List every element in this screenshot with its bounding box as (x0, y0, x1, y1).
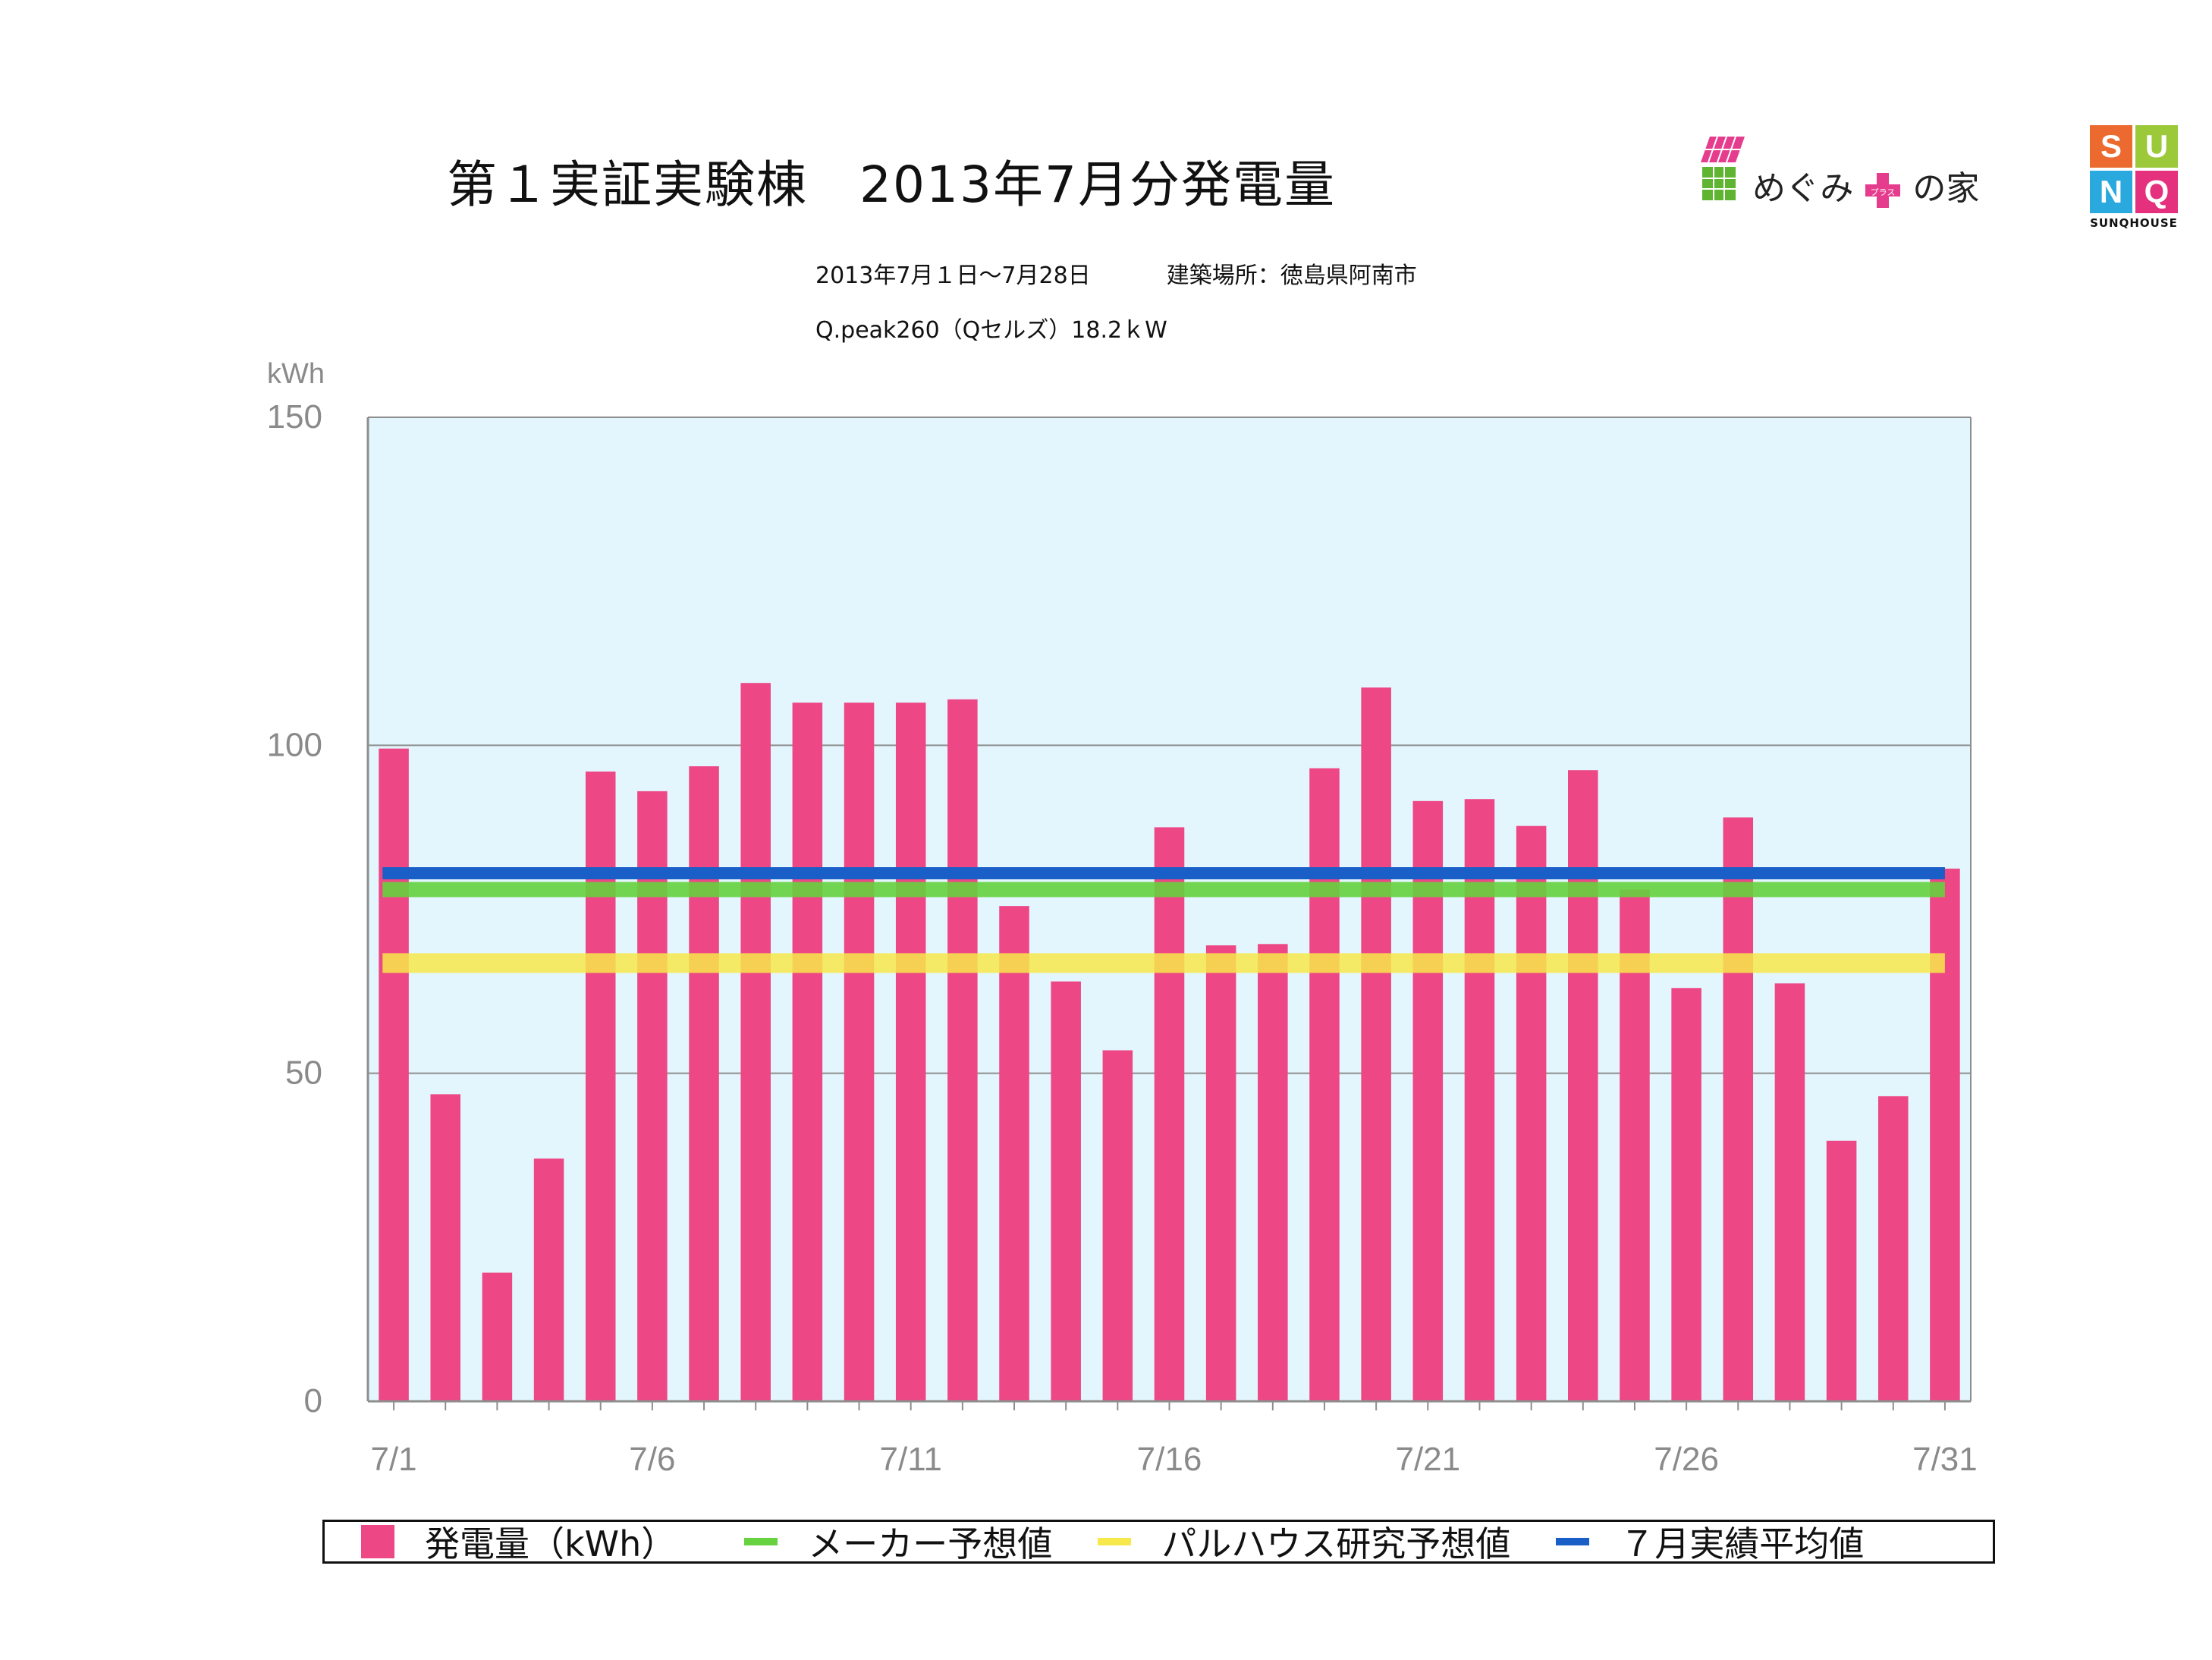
sunq-house-logo: S U N Q SUNQHOUSE (2090, 125, 2178, 230)
x-tick-label-7/1: 7/1 (370, 1441, 416, 1478)
bar-7/20 (1361, 687, 1391, 1401)
legend-swatch-average (1556, 1538, 1590, 1545)
bar-7/28 (1774, 983, 1805, 1401)
y-tick-label-0: 0 (304, 1382, 322, 1419)
bar-7/1 (379, 748, 409, 1401)
subtitle-panel: Q.peak260（Qセルズ）18.2ｋW (815, 317, 1167, 344)
legend-item-palhouse: パルハウス研究予想値 (1098, 1517, 1510, 1567)
bar-7/22 (1464, 799, 1495, 1401)
bar-7/23 (1516, 825, 1547, 1401)
bar-7/5 (585, 771, 616, 1401)
x-tick-label-7/6: 7/6 (629, 1441, 675, 1478)
megumi-plus-logo: めぐみ プラス の家 (1699, 135, 2041, 211)
chart-legend: 発電量（kWh） メーカー予想値 パルハウス研究予想値 ７月実績平均値 (322, 1520, 1995, 1564)
bar-7/25 (1620, 889, 1650, 1401)
bar-7/21 (1412, 800, 1444, 1401)
legend-item-maker: メーカー予想値 (744, 1517, 1052, 1567)
bar-7/31 (1930, 868, 1960, 1401)
legend-item-generation: 発電量（kWh） (361, 1517, 676, 1567)
y-tick-label-150: 150 (267, 398, 322, 435)
x-tick-label-7/31: 7/31 (1912, 1441, 1978, 1478)
bar-7/17 (1205, 945, 1236, 1401)
bar-7/9 (792, 703, 823, 1401)
legend-label-maker: メーカー予想値 (808, 1523, 1053, 1564)
subtitle-period: 2013年7月１日〜7月28日 (815, 263, 1091, 289)
subtitle-location: 建築場所：徳島県阿南市 (1166, 263, 1417, 289)
bar-7/10 (844, 703, 875, 1401)
sunq-letter-u: U (2135, 125, 2178, 168)
bar-7/15 (1102, 1050, 1133, 1401)
x-tick-label-7/11: 7/11 (880, 1441, 942, 1478)
bar-7/13 (999, 906, 1029, 1401)
bar-7/4 (533, 1159, 564, 1401)
bar-7/30 (1877, 1096, 1909, 1401)
bar-7/16 (1154, 827, 1185, 1401)
x-tick-label-7/26: 7/26 (1654, 1441, 1719, 1478)
bar-7/27 (1723, 817, 1754, 1401)
legend-label-palhouse: パルハウス研究予想値 (1161, 1523, 1511, 1564)
legend-swatch-palhouse (1098, 1538, 1132, 1545)
bar-7/24 (1568, 770, 1598, 1401)
bar-7/29 (1826, 1140, 1857, 1401)
bar-7/2 (430, 1094, 461, 1401)
legend-swatch-generation (361, 1525, 394, 1558)
legend-label-generation: 発電量（kWh） (425, 1523, 677, 1564)
sunq-brand-text: SUNQHOUSE (2090, 216, 2178, 230)
bar-7/3 (482, 1272, 513, 1401)
solar-house-icon (1701, 136, 1745, 200)
bar-7/14 (1051, 981, 1081, 1401)
chart-title: 第１実証実験棟 2013年7月分発電量 (447, 156, 1336, 214)
svg-text:プラス: プラス (1871, 187, 1896, 197)
y-axis-unit-label: kWh (267, 358, 325, 390)
legend-swatch-maker (744, 1538, 778, 1545)
legend-label-average: ７月実績平均値 (1620, 1523, 1865, 1564)
megumi-logo-text: めぐみ プラス の家 (1752, 169, 1980, 208)
y-tick-label-100: 100 (267, 726, 322, 763)
bar-7/18 (1258, 944, 1288, 1401)
subtitle-period-location: 2013年7月１日〜7月28日 建築場所：徳島県阿南市 (815, 256, 1417, 290)
bar-7/12 (947, 699, 978, 1401)
sunq-letter-q: Q (2135, 171, 2178, 213)
bar-7/26 (1671, 988, 1701, 1401)
sunq-letter-n: N (2090, 171, 2132, 213)
x-tick-label-7/16: 7/16 (1137, 1441, 1202, 1478)
y-tick-label-50: 50 (285, 1055, 322, 1092)
bar-7/7 (689, 766, 719, 1401)
bar-7/8 (740, 683, 771, 1401)
legend-item-average: ７月実績平均値 (1556, 1517, 1864, 1567)
x-tick-label-7/21: 7/21 (1395, 1441, 1460, 1478)
bar-7/19 (1309, 768, 1340, 1401)
bar-7/11 (895, 703, 926, 1401)
plus-icon: プラス (1865, 173, 1901, 208)
sunq-letter-s: S (2090, 125, 2132, 168)
